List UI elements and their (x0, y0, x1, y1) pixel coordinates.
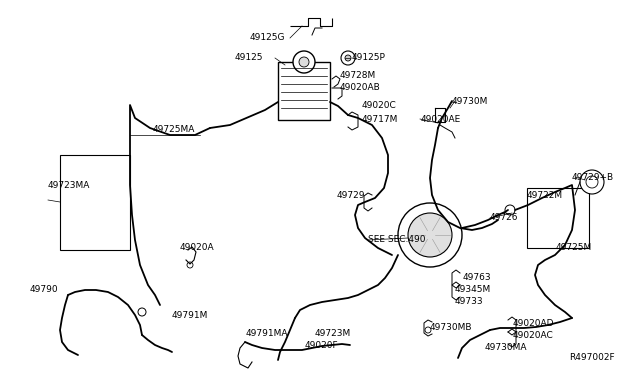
Text: 49125G: 49125G (250, 33, 285, 42)
Text: 49730MB: 49730MB (430, 323, 472, 331)
Text: 49020AB: 49020AB (340, 83, 381, 92)
Text: 49020AC: 49020AC (513, 330, 554, 340)
Text: 49725M: 49725M (556, 244, 592, 253)
Text: 49723MA: 49723MA (48, 180, 90, 189)
Circle shape (138, 308, 146, 316)
Circle shape (299, 57, 309, 67)
Circle shape (398, 203, 462, 267)
Circle shape (505, 205, 515, 215)
Text: R497002F: R497002F (570, 353, 615, 362)
Text: 49020AE: 49020AE (421, 115, 461, 124)
Circle shape (341, 51, 355, 65)
Circle shape (425, 327, 431, 333)
Text: 49722M: 49722M (527, 192, 563, 201)
Text: 49020AD: 49020AD (513, 318, 554, 327)
Text: 49020F: 49020F (305, 341, 339, 350)
Text: 49723M: 49723M (315, 328, 351, 337)
Text: 49020A: 49020A (180, 244, 214, 253)
Circle shape (345, 55, 351, 61)
Text: 49790: 49790 (29, 285, 58, 295)
Text: 49730MA: 49730MA (485, 343, 527, 353)
Bar (278, 62, 330, 120)
Text: 49730M: 49730M (452, 96, 488, 106)
Circle shape (586, 176, 598, 188)
Text: 49729: 49729 (337, 190, 365, 199)
Circle shape (580, 170, 604, 194)
Bar (527, 188, 589, 248)
Text: 49729+B: 49729+B (572, 173, 614, 182)
Text: 49733: 49733 (455, 298, 484, 307)
Text: 49728M: 49728M (340, 71, 376, 80)
Text: 49717M: 49717M (362, 115, 398, 124)
Text: 49726: 49726 (490, 214, 518, 222)
Text: 49345M: 49345M (455, 285, 492, 295)
Circle shape (293, 51, 315, 73)
Text: 49725MA: 49725MA (152, 125, 195, 135)
Circle shape (408, 213, 452, 257)
Text: 49125: 49125 (234, 54, 263, 62)
Text: 49791MA: 49791MA (246, 328, 289, 337)
Text: 49020C: 49020C (362, 102, 397, 110)
Bar (60, 155, 130, 250)
Text: SEE SEC.490: SEE SEC.490 (368, 235, 426, 244)
Text: 49763: 49763 (463, 273, 492, 282)
Circle shape (187, 262, 193, 268)
Text: 49125P: 49125P (352, 54, 386, 62)
Text: 49791M: 49791M (172, 311, 209, 320)
